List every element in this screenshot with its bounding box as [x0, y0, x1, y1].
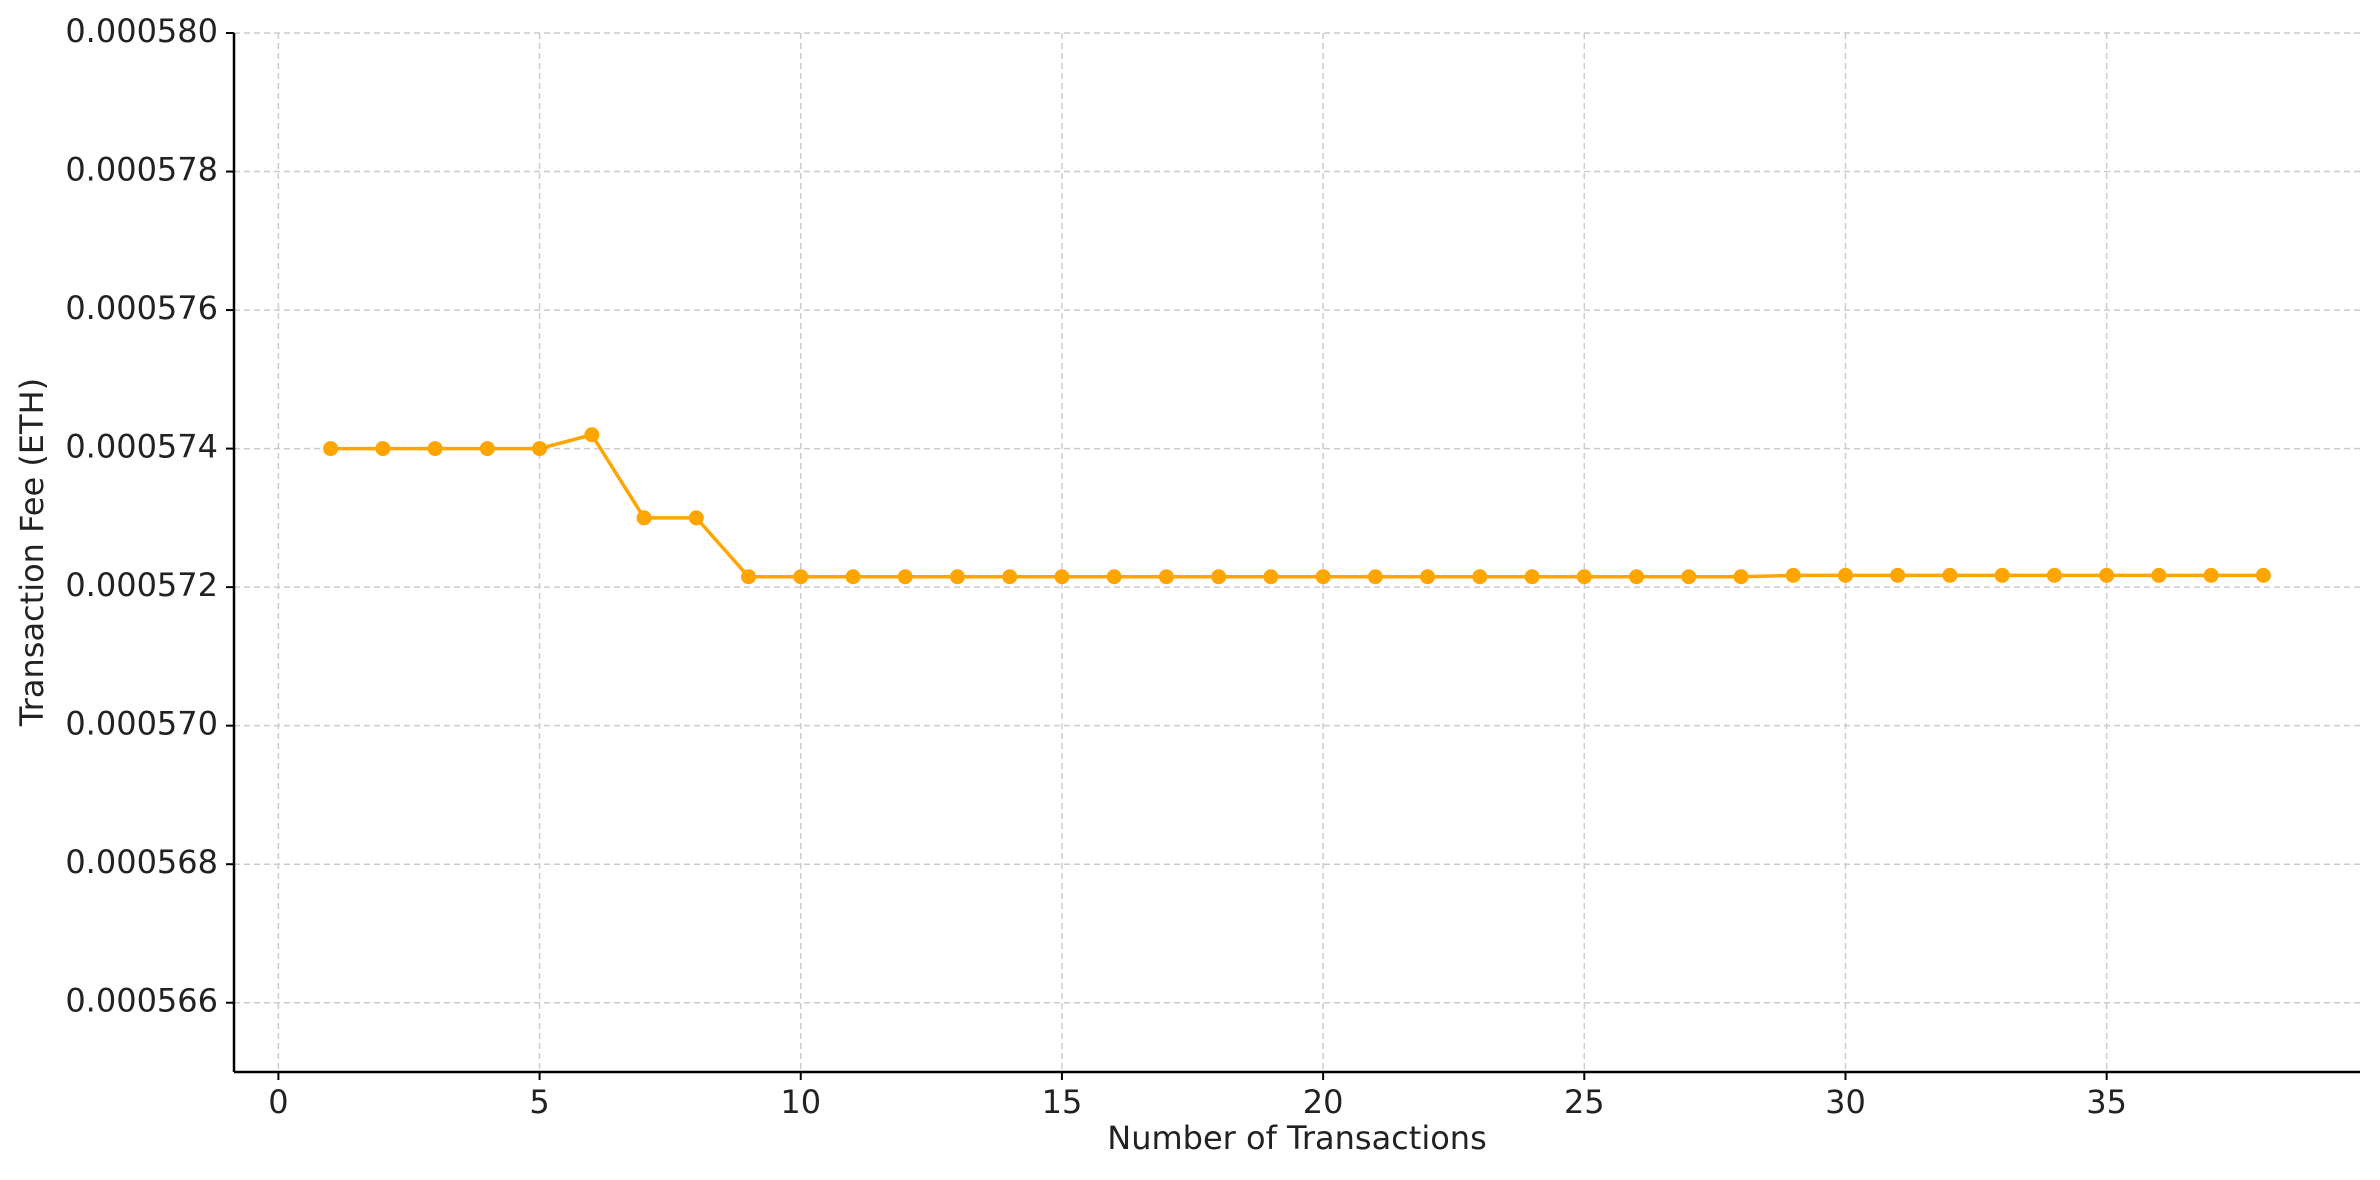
- data-point: [375, 441, 391, 457]
- x-tick-label: 10: [780, 1083, 821, 1121]
- series-line: [330, 432, 2264, 579]
- y-tick-label: 0.000570: [65, 705, 218, 743]
- data-point: [1837, 567, 1853, 583]
- data-point: [1942, 567, 1958, 583]
- data-point: [584, 427, 600, 443]
- data-point: [1158, 569, 1174, 585]
- x-tick-label: 20: [1303, 1083, 1344, 1121]
- x-tick-label: 0: [268, 1083, 288, 1121]
- data-point: [1106, 569, 1122, 585]
- data-point: [323, 441, 339, 457]
- y-tick-label: 0.000580: [65, 12, 218, 50]
- data-point: [2099, 567, 2115, 583]
- data-point: [1576, 569, 1592, 585]
- x-tick-label: 5: [529, 1083, 549, 1121]
- y-axis-label: Transaction Fee (ETH): [13, 378, 51, 727]
- y-tick-label: 0.000574: [65, 428, 218, 466]
- data-point: [2203, 567, 2219, 583]
- data-point: [2255, 567, 2271, 583]
- y-tick-label: 0.000576: [65, 289, 218, 327]
- y-tick-label: 0.000578: [65, 151, 218, 189]
- data-point: [1785, 567, 1801, 583]
- x-axis-label: Number of Transactions: [1107, 1119, 1486, 1157]
- data-point: [949, 569, 965, 585]
- data-point: [1315, 569, 1331, 585]
- data-point: [688, 510, 704, 526]
- data-point: [1629, 569, 1645, 585]
- data-point: [1681, 569, 1697, 585]
- data-point: [532, 441, 548, 457]
- x-tick-label: 35: [2086, 1083, 2127, 1121]
- data-point: [1211, 569, 1227, 585]
- data-point: [2046, 567, 2062, 583]
- data-point: [1002, 569, 1018, 585]
- data-point: [636, 510, 652, 526]
- data-point: [1420, 569, 1436, 585]
- data-point: [1994, 567, 2010, 583]
- x-tick-label: 30: [1825, 1083, 1866, 1121]
- x-tick-label: 15: [1042, 1083, 1083, 1121]
- data-point: [1472, 569, 1488, 585]
- data-point: [479, 441, 495, 457]
- data-point: [741, 569, 757, 585]
- data-point: [1367, 569, 1383, 585]
- data-point: [2151, 567, 2167, 583]
- data-point: [793, 569, 809, 585]
- data-point: [1733, 569, 1749, 585]
- x-tick-label: 25: [1564, 1083, 1605, 1121]
- data-point: [897, 569, 913, 585]
- y-tick-label: 0.000568: [65, 843, 218, 881]
- data-point: [1263, 569, 1279, 585]
- data-point: [1524, 569, 1540, 585]
- data-point: [1890, 567, 1906, 583]
- data-point: [845, 569, 861, 585]
- y-tick-label: 0.000572: [65, 566, 218, 604]
- data-point: [1054, 569, 1070, 585]
- y-tick-label: 0.000566: [65, 982, 218, 1020]
- data-point: [427, 441, 443, 457]
